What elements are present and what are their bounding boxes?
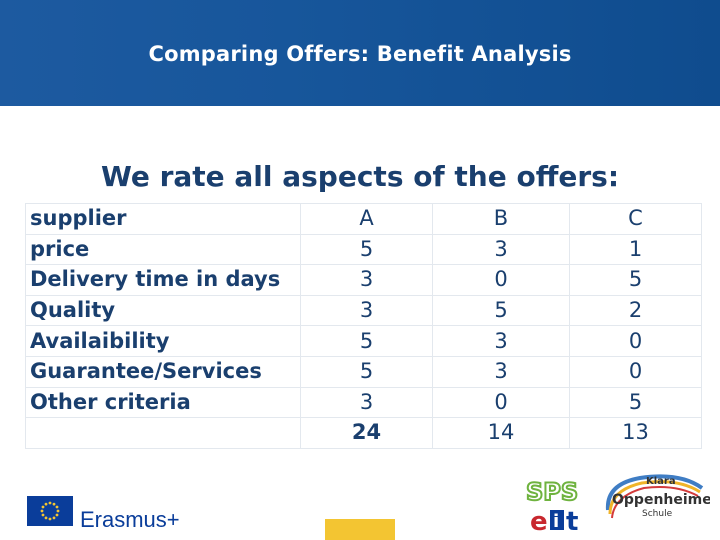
eu-flag-icon bbox=[27, 496, 73, 526]
value-cell: 5 bbox=[569, 264, 702, 296]
total-cell-a: 24 bbox=[300, 417, 433, 449]
value-cell: 3 bbox=[300, 264, 433, 296]
criterion-label: Quality bbox=[25, 294, 301, 327]
criterion-label: Delivery time in days bbox=[25, 264, 301, 296]
value-cell: 3 bbox=[432, 233, 570, 266]
value-cell: A bbox=[300, 203, 433, 235]
value-cell: 5 bbox=[300, 233, 433, 266]
total-cell-c: 13 bbox=[569, 417, 702, 449]
value-cell: 1 bbox=[569, 233, 702, 266]
svg-text:e: e bbox=[530, 507, 548, 534]
criterion-label: Availaibility bbox=[25, 325, 301, 357]
sps-eit-logo: SPS e i t bbox=[522, 474, 592, 537]
table-row: Availaibility 5 3 0 bbox=[25, 325, 702, 357]
yellow-bar bbox=[325, 519, 395, 540]
benefit-table: supplier A B C price 5 3 1 Delivery time… bbox=[25, 203, 702, 449]
value-cell: C bbox=[569, 203, 702, 235]
value-cell: 5 bbox=[569, 386, 702, 419]
totals-label-empty bbox=[25, 417, 301, 449]
svg-text:i: i bbox=[553, 511, 559, 532]
svg-text:Oppenheimer: Oppenheimer bbox=[612, 492, 710, 508]
table-row: Delivery time in days 3 0 5 bbox=[25, 264, 702, 296]
footer: Erasmus+ SPS e i t Klara Oppenheimer Sch… bbox=[0, 470, 720, 540]
svg-text:t: t bbox=[566, 507, 578, 534]
svg-text:Klara: Klara bbox=[646, 476, 676, 487]
table-row: Guarantee/Services 5 3 0 bbox=[25, 355, 702, 388]
erasmus-logo-text: Erasmus+ bbox=[80, 507, 180, 532]
table-row: price 5 3 1 bbox=[25, 233, 702, 266]
value-cell: 3 bbox=[432, 325, 570, 357]
total-cell-b: 14 bbox=[432, 417, 570, 449]
value-cell: 3 bbox=[300, 386, 433, 419]
value-cell: 0 bbox=[432, 386, 570, 419]
value-cell: B bbox=[432, 203, 570, 235]
table-row: Quality 3 5 2 bbox=[25, 294, 702, 327]
value-cell: 3 bbox=[432, 355, 570, 388]
criterion-label: price bbox=[25, 233, 301, 266]
criterion-label: Other criteria bbox=[25, 386, 301, 419]
slide-subtitle: We rate all aspects of the offers: bbox=[100, 160, 620, 193]
klara-oppenheimer-schule-logo: Klara Oppenheimer Schule bbox=[600, 470, 719, 532]
value-cell: 0 bbox=[432, 264, 570, 296]
totals-row: 24 14 13 bbox=[25, 417, 702, 449]
criterion-label: supplier bbox=[25, 203, 301, 235]
value-cell: 5 bbox=[300, 325, 433, 357]
table-row: Other criteria 3 0 5 bbox=[25, 386, 702, 419]
slide-title: Comparing Offers: Benefit Analysis bbox=[148, 42, 572, 66]
value-cell: 2 bbox=[569, 294, 702, 327]
value-cell: 5 bbox=[432, 294, 570, 327]
criterion-label: Guarantee/Services bbox=[25, 355, 301, 388]
value-cell: 3 bbox=[300, 294, 433, 327]
value-cell: 0 bbox=[569, 355, 702, 388]
value-cell: 0 bbox=[569, 325, 702, 357]
table-row: supplier A B C bbox=[25, 203, 702, 235]
value-cell: 5 bbox=[300, 355, 433, 388]
svg-text:Schule: Schule bbox=[642, 509, 673, 519]
svg-text:SPS: SPS bbox=[526, 478, 578, 506]
header-bar: Comparing Offers: Benefit Analysis bbox=[0, 0, 720, 106]
